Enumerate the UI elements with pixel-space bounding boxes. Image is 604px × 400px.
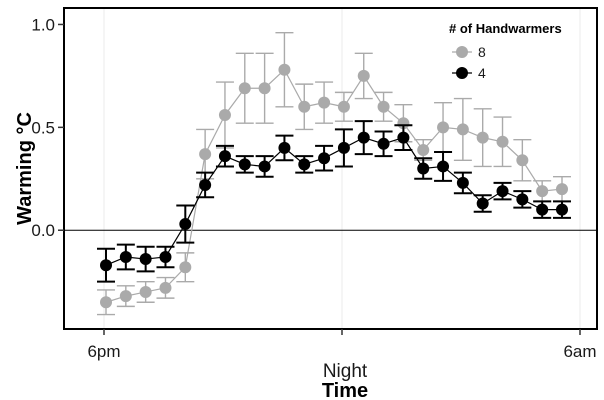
plot-marks: [97, 31, 571, 316]
data-point-8-3: [159, 281, 172, 294]
plot-panel-border: [63, 7, 598, 330]
data-point-8-18: [456, 123, 469, 136]
legend: # of Handwarmers 8 4: [449, 21, 562, 81]
data-point-8-5: [199, 148, 212, 161]
data-point-8-2: [139, 285, 152, 298]
vertical-gridlines: [103, 8, 581, 329]
data-point-8-9: [278, 63, 291, 76]
data-point-8-19: [476, 131, 489, 144]
data-point-4-10: [298, 158, 311, 171]
data-point-8-12: [337, 100, 350, 113]
data-point-4-1: [119, 250, 132, 263]
data-point-4-23: [556, 203, 568, 216]
y-axis-title: Warming °C: [14, 112, 36, 225]
data-point-4-11: [318, 152, 331, 165]
data-point-4-5: [199, 178, 212, 191]
data-point-4-16: [417, 162, 430, 175]
data-point-8-1: [119, 290, 132, 303]
data-point-8-17: [437, 121, 450, 134]
data-point-4-6: [218, 150, 231, 163]
data-point-4-9: [278, 141, 291, 154]
x-axis-title: Time: [322, 380, 368, 400]
data-point-8-23: [556, 183, 568, 196]
y-tick-label-0: 0.0: [31, 221, 55, 240]
legend-label-8: 8: [478, 44, 486, 60]
data-point-8-4: [179, 261, 192, 274]
data-point-4-14: [377, 137, 390, 150]
data-point-4-8: [258, 160, 271, 173]
data-point-8-20: [496, 135, 509, 148]
data-point-4-19: [476, 197, 489, 210]
data-point-4-22: [536, 203, 549, 216]
x-tick-label-6pm: 6pm: [87, 342, 120, 361]
data-point-8-6: [218, 109, 231, 121]
data-point-8-10: [298, 100, 311, 113]
axis-ticks: [58, 23, 581, 335]
data-point-4-13: [357, 131, 370, 144]
data-point-4-7: [238, 158, 251, 171]
x-tick-label-6am: 6am: [563, 342, 596, 361]
data-point-4-18: [456, 176, 469, 189]
legend-label-4: 4: [478, 65, 486, 81]
data-point-8-11: [318, 96, 331, 109]
y-tick-label-1: 1.0: [31, 15, 55, 34]
data-point-4-4: [179, 218, 192, 231]
y-tick-label-0.5: 0.5: [31, 118, 55, 137]
data-point-8-22: [536, 185, 549, 198]
data-point-8-13: [357, 69, 370, 82]
data-point-4-3: [159, 250, 172, 263]
data-point-8-14: [377, 100, 390, 113]
legend-title: # of Handwarmers: [449, 21, 562, 36]
data-point-8-8: [258, 82, 271, 95]
data-point-8-16: [417, 143, 430, 156]
data-point-8-7: [238, 82, 251, 95]
data-point-4-20: [496, 185, 509, 198]
data-point-4-0: [100, 259, 112, 272]
series-8: [97, 31, 571, 316]
data-point-4-12: [337, 141, 350, 154]
data-point-4-21: [516, 193, 529, 206]
data-point-4-17: [437, 160, 450, 173]
series-4: [97, 120, 571, 283]
data-point-8-0: [100, 296, 112, 309]
data-point-4-2: [139, 253, 152, 266]
data-point-8-21: [516, 154, 529, 167]
data-point-4-15: [397, 131, 410, 144]
x-axis-sublabel: Night: [323, 361, 368, 382]
